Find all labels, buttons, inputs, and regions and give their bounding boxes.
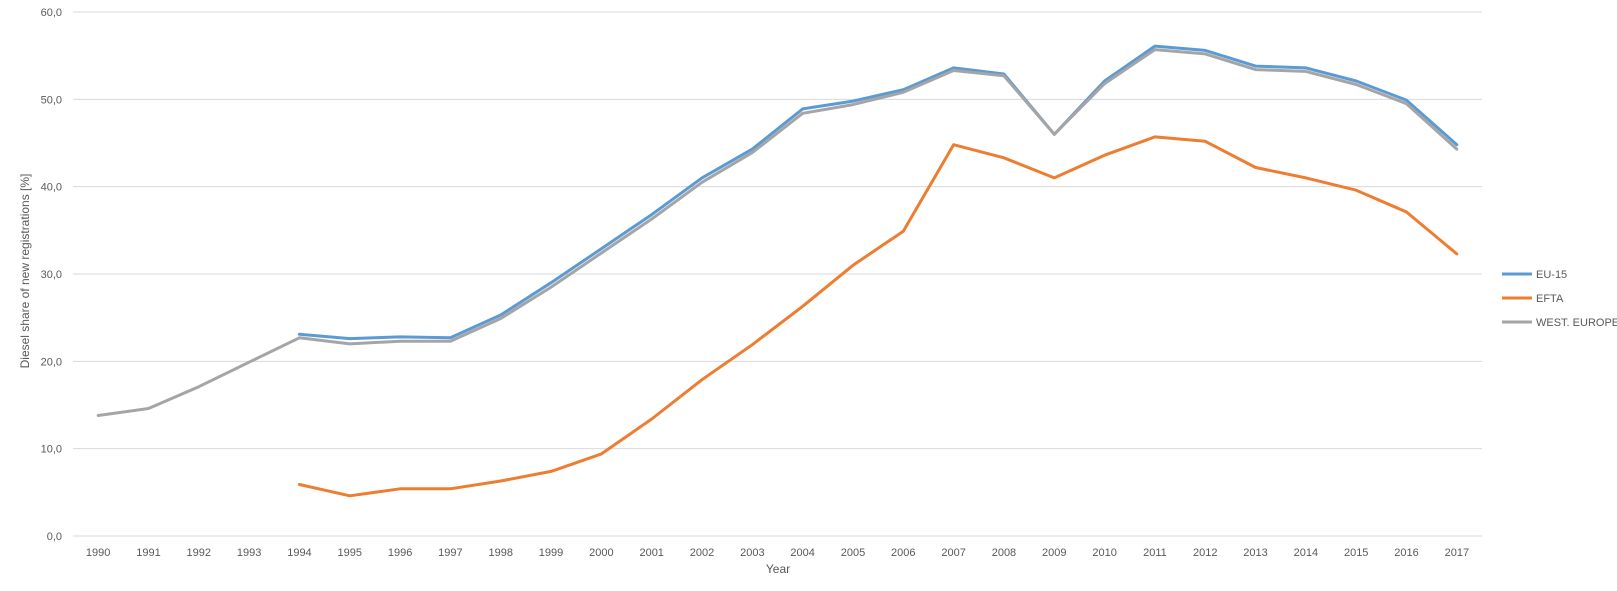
y-tick-label: 50,0 [41,94,62,106]
x-tick-label: 1993 [237,547,261,559]
x-tick-label: 2006 [891,547,915,559]
x-tick-label: 2008 [992,547,1016,559]
x-tick-label: 2017 [1445,547,1469,559]
y-tick-label: 0,0 [47,531,62,543]
y-tick-labels: 0,0 10,0 20,0 30,0 40,0 50,0 60,0 [41,7,62,543]
x-tick-label: 2000 [589,547,613,559]
x-tick-label: 1992 [187,547,211,559]
x-tick-label: 2009 [1042,547,1066,559]
series-line-eu-15 [297,44,1459,341]
legend-label-efta: EFTA [1536,293,1564,305]
y-tick-label: 30,0 [41,269,62,281]
y-axis-title: Diesel share of new registrations [%] [18,174,32,369]
x-tick-label: 2004 [790,547,814,559]
y-tick-label: 40,0 [41,182,62,194]
x-tick-label: 1994 [287,547,311,559]
gridlines [73,11,1482,537]
x-tick-label: 2010 [1092,547,1116,559]
legend-label-eu-15: EU-15 [1536,269,1567,281]
x-tick-label: 1990 [86,547,110,559]
x-tick-label: 2014 [1294,547,1318,559]
series-line-efta [297,135,1459,498]
x-tick-label: 1991 [136,547,160,559]
x-tick-label: 2015 [1344,547,1368,559]
x-tick-label: 2016 [1394,547,1418,559]
x-tick-label: 2002 [690,547,714,559]
y-tick-label: 20,0 [41,356,62,368]
legend: EU-15 EFTA WEST. EUROPE [1502,269,1617,329]
x-tick-label: 2011 [1143,547,1167,559]
y-tick-label: 60,0 [41,7,62,19]
series-line-west-europe [96,48,1459,417]
x-tick-label: 1998 [488,547,512,559]
x-tick-label: 2003 [740,547,764,559]
x-tick-label: 1999 [539,547,563,559]
x-tick-label: 2012 [1193,547,1217,559]
legend-label-west-europe: WEST. EUROPE [1536,317,1617,329]
x-tick-label: 1995 [338,547,362,559]
x-tick-label: 2005 [841,547,865,559]
x-tick-label: 1996 [388,547,412,559]
series-lines [96,44,1459,498]
x-tick-labels: 1990 1991 1992 1993 1994 1995 1996 1997 1998 1999… [86,547,1469,559]
x-tick-label: 2007 [941,547,965,559]
y-tick-label: 10,0 [41,444,62,456]
x-axis-title: Year [766,562,790,576]
x-tick-label: 2013 [1243,547,1267,559]
x-tick-label: 1997 [438,547,462,559]
x-tick-label: 2001 [639,547,663,559]
